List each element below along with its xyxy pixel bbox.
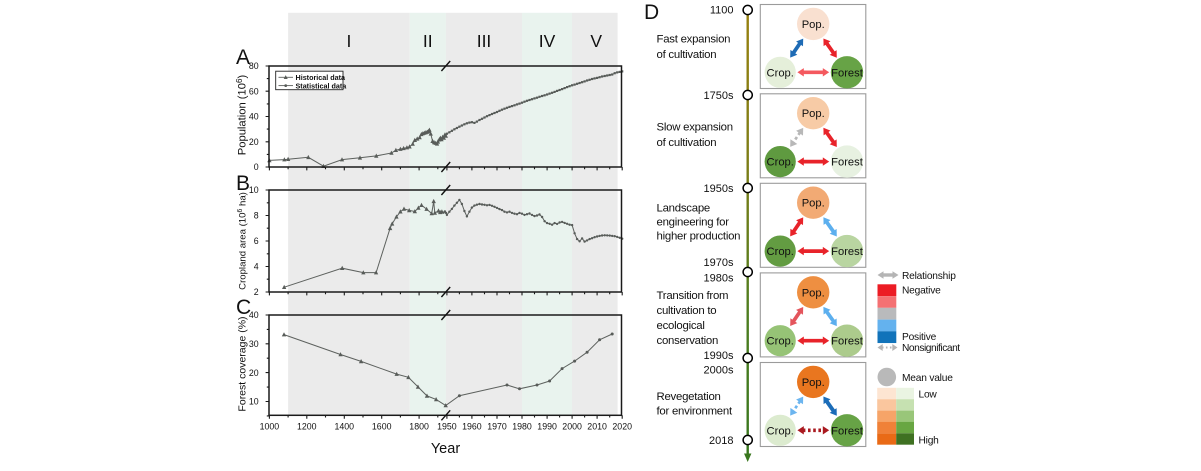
svg-text:8: 8 xyxy=(254,211,259,221)
svg-text:Population (106): Population (106) xyxy=(235,75,249,156)
svg-text:Nonsignificant: Nonsignificant xyxy=(902,343,960,354)
svg-text:1600: 1600 xyxy=(372,421,392,431)
svg-text:1100: 1100 xyxy=(710,5,734,17)
svg-text:of cultivation: of cultivation xyxy=(657,137,717,149)
svg-text:Year: Year xyxy=(431,441,460,457)
svg-text:10: 10 xyxy=(249,185,259,195)
svg-text:Mean value: Mean value xyxy=(902,373,953,384)
svg-text:V: V xyxy=(590,31,602,51)
svg-text:B: B xyxy=(236,172,250,195)
svg-text:1200: 1200 xyxy=(297,421,317,431)
svg-text:Forest: Forest xyxy=(831,246,864,258)
svg-text:1950: 1950 xyxy=(437,421,457,431)
svg-text:Pop.: Pop. xyxy=(802,19,825,31)
svg-text:40: 40 xyxy=(249,310,259,320)
svg-text:6: 6 xyxy=(254,236,259,246)
svg-text:higher production: higher production xyxy=(657,231,741,243)
svg-text:1990s: 1990s xyxy=(704,350,734,362)
svg-text:Positive: Positive xyxy=(902,332,937,343)
svg-text:I: I xyxy=(346,31,351,51)
svg-text:80: 80 xyxy=(249,61,259,71)
svg-text:2020: 2020 xyxy=(612,421,632,431)
svg-text:40: 40 xyxy=(249,112,259,122)
svg-text:20: 20 xyxy=(249,137,259,147)
svg-text:II: II xyxy=(423,31,433,51)
svg-text:1980s: 1980s xyxy=(704,272,734,284)
svg-text:0: 0 xyxy=(254,162,259,172)
svg-text:1000: 1000 xyxy=(260,421,280,431)
svg-text:2010: 2010 xyxy=(587,421,607,431)
svg-text:Pop.: Pop. xyxy=(802,198,825,210)
svg-text:2000s: 2000s xyxy=(704,365,734,377)
svg-text:Fast expansion: Fast expansion xyxy=(657,34,731,46)
svg-text:Forest: Forest xyxy=(831,67,864,79)
svg-text:III: III xyxy=(477,31,492,51)
svg-text:30: 30 xyxy=(249,339,259,349)
svg-text:ecological: ecological xyxy=(657,320,705,332)
svg-text:Forest: Forest xyxy=(831,336,864,348)
svg-text:for environment: for environment xyxy=(657,406,733,418)
svg-text:1800: 1800 xyxy=(409,421,429,431)
svg-text:Revegetation: Revegetation xyxy=(657,391,721,403)
svg-text:Crop.: Crop. xyxy=(767,157,794,169)
svg-text:IV: IV xyxy=(539,31,556,51)
svg-text:1960: 1960 xyxy=(462,421,482,431)
svg-text:Relationship: Relationship xyxy=(902,271,956,282)
svg-text:Landscape: Landscape xyxy=(657,203,711,215)
svg-text:Statistical data: Statistical data xyxy=(296,81,348,90)
svg-text:1750s: 1750s xyxy=(704,90,734,102)
svg-text:Forest coverage (%): Forest coverage (%) xyxy=(237,316,249,411)
svg-text:2018: 2018 xyxy=(709,435,733,447)
svg-text:1970: 1970 xyxy=(487,421,507,431)
svg-text:60: 60 xyxy=(249,87,259,97)
svg-text:1950s: 1950s xyxy=(704,183,734,195)
svg-text:20: 20 xyxy=(249,368,259,378)
svg-text:A: A xyxy=(236,46,250,69)
svg-text:Low: Low xyxy=(919,389,938,400)
svg-text:1400: 1400 xyxy=(335,421,355,431)
svg-text:Crop.: Crop. xyxy=(767,425,794,437)
svg-text:Negative: Negative xyxy=(902,286,941,297)
svg-text:D: D xyxy=(644,1,659,24)
svg-text:4: 4 xyxy=(254,262,259,272)
svg-text:Cropland area (106 ha): Cropland area (106 ha) xyxy=(237,192,249,290)
svg-text:Forest: Forest xyxy=(831,425,864,437)
svg-text:1980: 1980 xyxy=(512,421,532,431)
svg-text:Slow expansion: Slow expansion xyxy=(657,121,733,133)
svg-text:Crop.: Crop. xyxy=(767,246,794,258)
svg-text:Pop.: Pop. xyxy=(802,287,825,299)
svg-text:Crop.: Crop. xyxy=(767,336,794,348)
svg-text:of cultivation: of cultivation xyxy=(657,49,717,61)
svg-text:Pop.: Pop. xyxy=(802,377,825,389)
svg-text:Crop.: Crop. xyxy=(767,67,794,79)
svg-text:Transition from: Transition from xyxy=(657,290,729,302)
svg-text:cultivation to: cultivation to xyxy=(657,305,717,317)
svg-text:Historical data: Historical data xyxy=(296,73,347,82)
svg-text:engineering for: engineering for xyxy=(657,217,730,229)
svg-text:2: 2 xyxy=(254,287,259,297)
svg-text:10: 10 xyxy=(249,397,259,407)
svg-text:2000: 2000 xyxy=(562,421,582,431)
svg-text:Pop.: Pop. xyxy=(802,108,825,120)
svg-text:Forest: Forest xyxy=(831,157,864,169)
svg-text:C: C xyxy=(236,296,251,319)
svg-text:1970s: 1970s xyxy=(704,257,734,269)
svg-text:High: High xyxy=(919,436,939,447)
svg-text:1990: 1990 xyxy=(537,421,557,431)
svg-text:conservation: conservation xyxy=(657,335,719,347)
